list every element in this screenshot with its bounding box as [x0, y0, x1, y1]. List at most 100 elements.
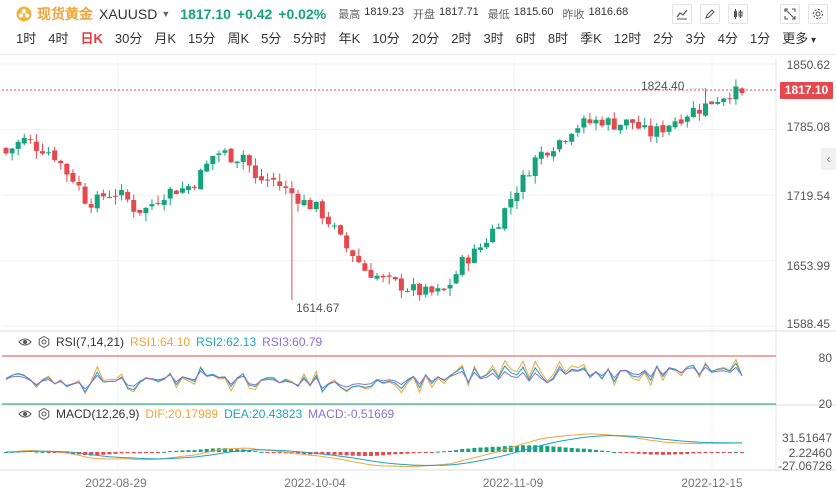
- candle-icon: [734, 9, 743, 19]
- period-tab[interactable]: 15分: [188, 31, 216, 46]
- symbol-dropdown-icon[interactable]: ▼: [161, 9, 171, 19]
- candle-body: [258, 176, 264, 181]
- period-tab[interactable]: 20分: [411, 31, 440, 46]
- period-tab[interactable]: 季K: [580, 31, 602, 46]
- candle-body: [684, 116, 690, 122]
- candle-body: [593, 119, 599, 124]
- eye-icon[interactable]: [18, 335, 32, 349]
- candle-body: [563, 141, 569, 143]
- macd-bar: [162, 451, 167, 453]
- macd-dif: DIF:20.17989: [145, 407, 219, 421]
- candle-body: [526, 175, 532, 177]
- macd-bar: [265, 452, 270, 453]
- macd-bar: [381, 452, 386, 456]
- candle-body: [265, 179, 271, 181]
- candle-body: [502, 208, 508, 229]
- candle-body: [544, 152, 550, 156]
- macd-bar: [399, 452, 404, 455]
- macd-bar: [198, 449, 203, 452]
- rsi1-value: RSI1:64.10: [130, 335, 191, 349]
- macd-bar: [64, 452, 69, 454]
- candle-body: [575, 128, 581, 133]
- last-price: 1817.10: [180, 6, 231, 22]
- candle-body: [520, 174, 526, 192]
- period-tab[interactable]: 10分: [372, 31, 400, 46]
- period-tab[interactable]: 3分: [685, 31, 706, 46]
- candle-body: [246, 155, 252, 166]
- candle-body: [350, 250, 356, 257]
- period-tab[interactable]: 1时: [16, 31, 37, 46]
- period-tab[interactable]: 日K: [80, 31, 103, 46]
- candle-body: [435, 288, 441, 292]
- period-tab[interactable]: 2分: [653, 31, 674, 46]
- period-tab[interactable]: 5分: [261, 31, 282, 46]
- symbol-name[interactable]: 现货黄金: [37, 6, 93, 22]
- candle-body: [185, 186, 191, 191]
- gear-icon[interactable]: [38, 336, 50, 348]
- period-tab[interactable]: 6时: [515, 31, 536, 46]
- period-tab[interactable]: 8时: [547, 31, 569, 46]
- candle-body: [690, 107, 696, 118]
- period-tab[interactable]: 4时: [48, 31, 69, 46]
- period-tab[interactable]: 5分时: [293, 31, 327, 46]
- macd-bar: [472, 447, 477, 452]
- candle-body: [240, 154, 246, 162]
- period-tab[interactable]: 周K: [227, 31, 250, 46]
- stat-high-value: 1819.23: [364, 6, 404, 18]
- settings-button[interactable]: [808, 4, 828, 24]
- macd-bar: [417, 452, 422, 453]
- period-tab[interactable]: 2时: [451, 31, 472, 46]
- candle-body: [508, 199, 514, 208]
- period-tab[interactable]: 4分: [717, 31, 738, 46]
- period-tab[interactable]: 30分: [114, 31, 143, 46]
- macd-axis-tick: 31.51647: [781, 431, 832, 445]
- macd-bar: [569, 447, 574, 452]
- macd-bar: [448, 450, 453, 452]
- macd-bar: [551, 446, 556, 452]
- gear-icon[interactable]: [38, 408, 50, 420]
- candle-body: [715, 101, 721, 104]
- gold-coin-icon: [16, 6, 32, 22]
- macd-bar: [393, 452, 398, 455]
- macd-value: MACD:-0.51669: [308, 407, 395, 421]
- candle-body: [82, 186, 88, 204]
- macd-bar: [180, 450, 185, 452]
- rsi3-value: RSI3:60.79: [262, 335, 323, 349]
- chart-type-button[interactable]: [728, 4, 748, 24]
- macd-bar: [715, 452, 720, 453]
- divider: [0, 54, 836, 55]
- collapse-panel-button[interactable]: ‹: [821, 148, 836, 170]
- period-tab[interactable]: 1分: [750, 31, 771, 46]
- symbol-code[interactable]: XAUUSD: [99, 6, 158, 22]
- candle-body: [417, 283, 423, 296]
- candle-body: [709, 101, 715, 105]
- macd-bar: [405, 452, 410, 454]
- candle-body: [368, 269, 374, 278]
- candle-body: [52, 150, 58, 161]
- macd-bar: [168, 451, 173, 453]
- macd-bar: [733, 451, 738, 453]
- macd-bar: [326, 452, 331, 455]
- draw-button[interactable]: [700, 4, 720, 24]
- period-tab[interactable]: 3时: [483, 31, 504, 46]
- indicator-button[interactable]: [672, 4, 692, 24]
- macd-bar: [624, 452, 629, 453]
- period-tab[interactable]: 更多 ▾: [776, 29, 822, 49]
- macd-bar: [587, 449, 592, 452]
- candle-body: [532, 157, 538, 176]
- macd-bar: [125, 452, 130, 454]
- candle-body: [459, 256, 465, 275]
- period-tab[interactable]: 12时: [613, 31, 642, 46]
- macd-bar: [484, 447, 489, 452]
- eye-icon[interactable]: [18, 407, 32, 421]
- candle-body: [155, 202, 161, 204]
- candle-body: [149, 204, 155, 207]
- fullscreen-button[interactable]: [780, 4, 800, 24]
- candle-body: [569, 133, 575, 142]
- rsi-level-20: 20: [818, 397, 832, 411]
- candle-body: [630, 119, 636, 123]
- macd-dea: DEA:20.43823: [224, 407, 303, 421]
- period-tab[interactable]: 月K: [154, 31, 176, 46]
- period-tab[interactable]: 年K: [338, 31, 361, 46]
